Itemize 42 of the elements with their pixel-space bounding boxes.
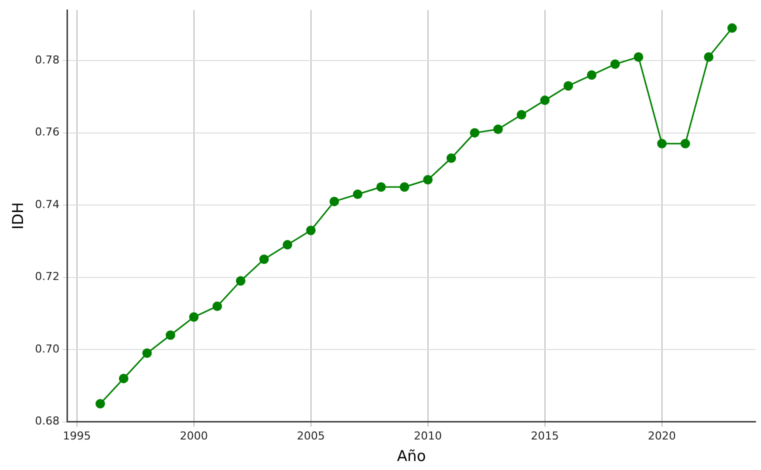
point bbox=[259, 254, 269, 264]
x-tick-label: 2000 bbox=[180, 429, 208, 442]
point bbox=[400, 182, 410, 192]
y-tick-label: 0.78 bbox=[34, 53, 60, 66]
point bbox=[118, 374, 128, 384]
point bbox=[212, 301, 222, 311]
y-tick-label: 0.72 bbox=[34, 270, 60, 284]
point bbox=[166, 330, 176, 340]
point bbox=[96, 398, 106, 408]
point bbox=[704, 52, 714, 62]
x-axis-title: Año bbox=[397, 446, 426, 465]
point bbox=[330, 196, 340, 206]
point bbox=[586, 70, 596, 80]
point bbox=[657, 138, 667, 148]
point bbox=[516, 110, 526, 120]
point bbox=[610, 59, 620, 69]
point bbox=[493, 124, 503, 134]
point bbox=[142, 348, 152, 358]
point bbox=[376, 182, 386, 192]
x-tick-label: 2010 bbox=[414, 429, 442, 442]
point bbox=[540, 96, 550, 106]
point bbox=[727, 23, 737, 33]
point bbox=[446, 153, 456, 163]
x-tick-label: 1995 bbox=[62, 429, 91, 442]
point bbox=[680, 138, 690, 148]
y-tick-label: 0.70 bbox=[34, 342, 60, 356]
y-axis-title: IDH bbox=[8, 202, 27, 230]
y-tick-label: 0.68 bbox=[34, 414, 60, 428]
point bbox=[423, 175, 433, 185]
y-tick-label: 0.74 bbox=[34, 198, 60, 211]
point bbox=[236, 276, 246, 286]
point bbox=[470, 128, 480, 138]
x-tick-label: 2005 bbox=[296, 429, 325, 442]
point bbox=[306, 226, 316, 236]
x-tick-label: 2020 bbox=[648, 429, 676, 442]
point bbox=[634, 52, 644, 62]
point bbox=[282, 240, 292, 250]
point bbox=[189, 312, 199, 322]
point bbox=[352, 189, 362, 199]
point bbox=[564, 81, 574, 91]
y-tick-label: 0.76 bbox=[34, 126, 60, 139]
x-tick-label: 2015 bbox=[530, 429, 559, 442]
